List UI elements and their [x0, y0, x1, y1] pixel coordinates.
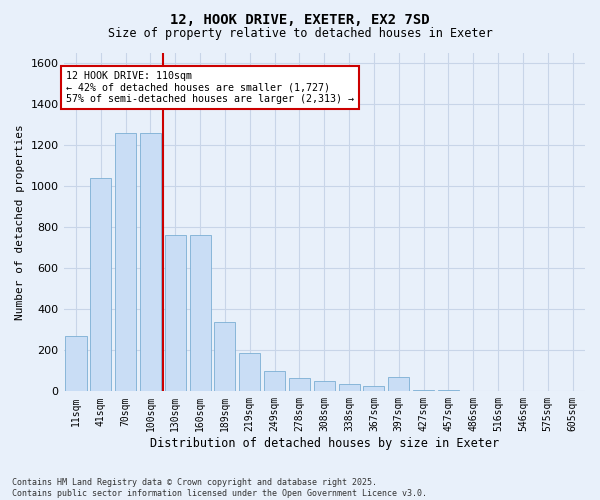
Bar	[214, 322, 235, 392]
Bar	[314, 381, 335, 392]
Bar	[289, 378, 310, 392]
Bar	[165, 236, 186, 392]
Text: Size of property relative to detached houses in Exeter: Size of property relative to detached ho…	[107, 28, 493, 40]
Bar	[65, 336, 86, 392]
Bar	[115, 132, 136, 392]
Bar	[190, 236, 211, 392]
Bar	[338, 384, 359, 392]
Text: 12 HOOK DRIVE: 110sqm
← 42% of detached houses are smaller (1,727)
57% of semi-d: 12 HOOK DRIVE: 110sqm ← 42% of detached …	[66, 71, 354, 104]
Y-axis label: Number of detached properties: Number of detached properties	[15, 124, 25, 320]
Bar	[140, 132, 161, 392]
Bar	[90, 178, 112, 392]
Bar	[364, 386, 385, 392]
Bar	[239, 354, 260, 392]
Bar	[388, 377, 409, 392]
Text: 12, HOOK DRIVE, EXETER, EX2 7SD: 12, HOOK DRIVE, EXETER, EX2 7SD	[170, 12, 430, 26]
Bar	[438, 390, 459, 392]
Bar	[413, 390, 434, 392]
Text: Contains HM Land Registry data © Crown copyright and database right 2025.
Contai: Contains HM Land Registry data © Crown c…	[12, 478, 427, 498]
X-axis label: Distribution of detached houses by size in Exeter: Distribution of detached houses by size …	[150, 437, 499, 450]
Bar	[264, 371, 285, 392]
